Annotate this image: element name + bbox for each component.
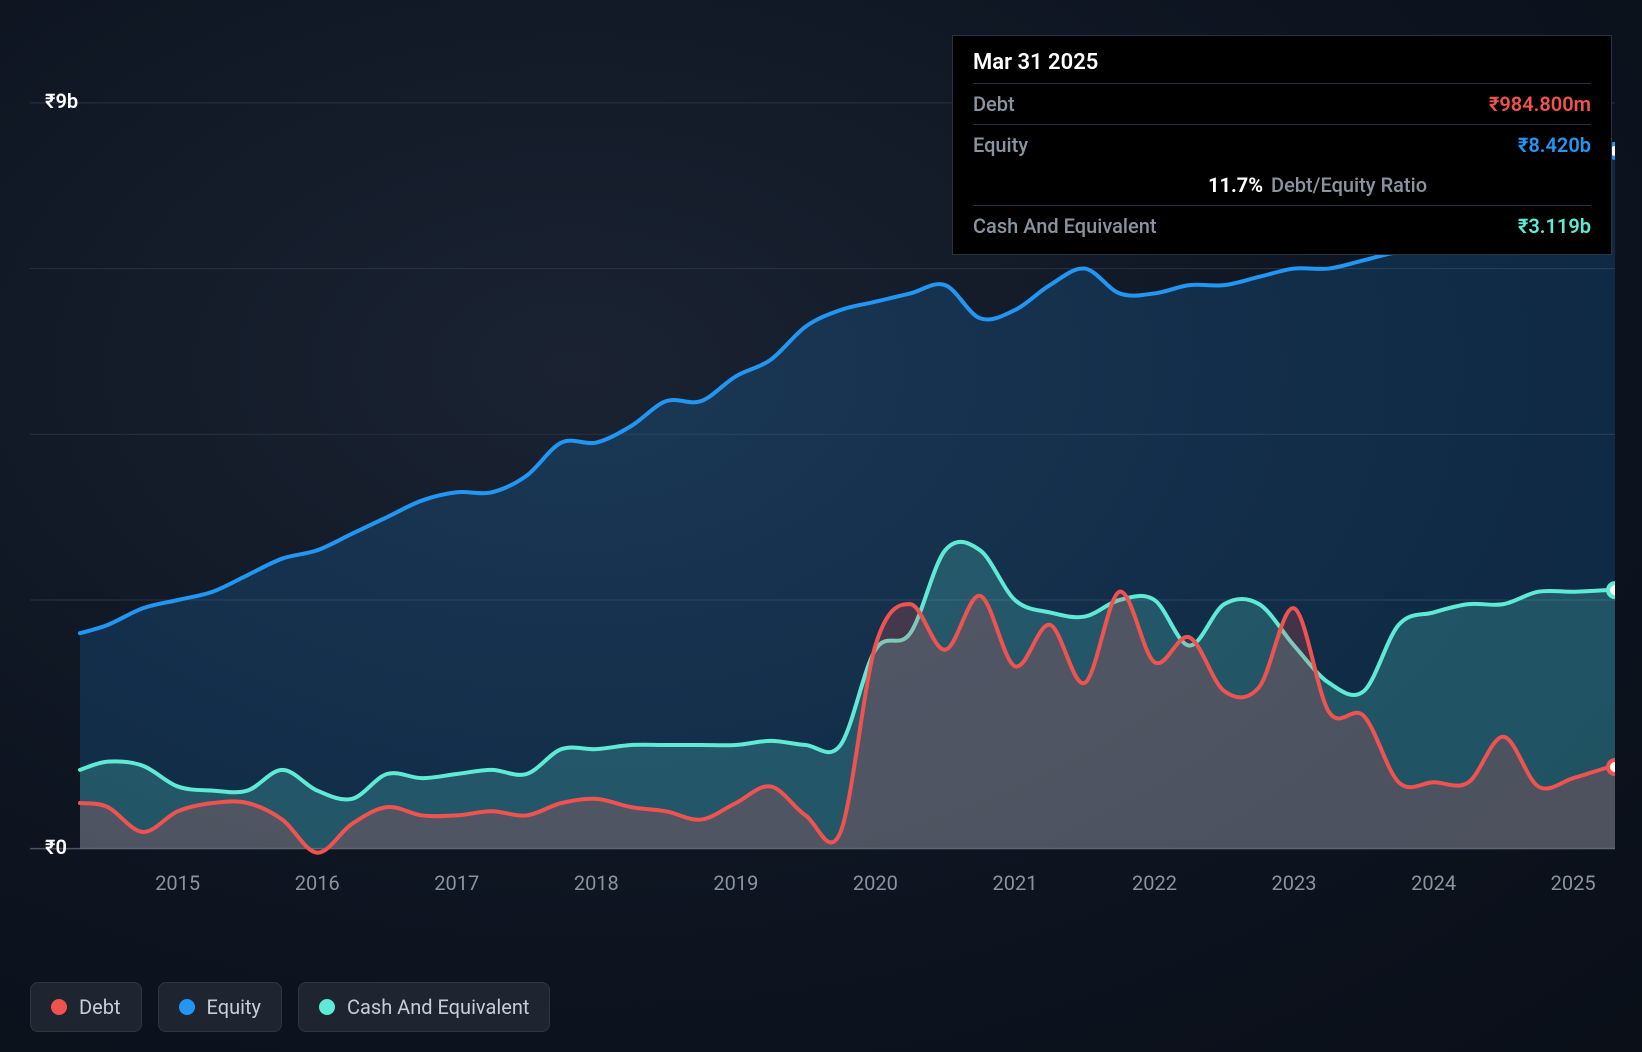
tooltip-value: ₹3.119b	[1518, 214, 1591, 238]
x-axis-label: 2022	[1132, 871, 1177, 895]
x-axis-label: 2020	[853, 871, 898, 895]
x-axis-label: 2017	[434, 871, 479, 895]
x-axis-label: 2018	[574, 871, 619, 895]
x-axis-label: 2016	[295, 871, 340, 895]
tooltip-date: Mar 31 2025	[973, 50, 1591, 83]
tooltip-value: ₹984.800m	[1489, 92, 1591, 116]
chart-tooltip: Mar 31 2025 Debt ₹984.800m Equity ₹8.420…	[952, 35, 1612, 255]
legend-dot-icon	[179, 999, 195, 1015]
tooltip-ratio-label: Debt/Equity Ratio	[1271, 173, 1427, 197]
legend-label: Equity	[207, 995, 261, 1019]
tooltip-value: ₹8.420b	[1518, 133, 1591, 157]
y-axis-label: ₹0	[45, 835, 67, 859]
tooltip-row-cash: Cash And Equivalent ₹3.119b	[973, 205, 1591, 246]
x-axis-label: 2021	[992, 871, 1037, 895]
tooltip-label: Cash And Equivalent	[973, 214, 1157, 238]
tooltip-row-debt: Debt ₹984.800m	[973, 83, 1591, 124]
tooltip-row-equity: Equity ₹8.420b	[973, 124, 1591, 165]
legend-label: Cash And Equivalent	[347, 995, 529, 1019]
x-axis-label: 2019	[713, 871, 758, 895]
y-axis-label: ₹9b	[45, 89, 78, 113]
tooltip-label: Equity	[973, 133, 1028, 157]
legend-item-cash[interactable]: Cash And Equivalent	[298, 982, 550, 1032]
legend-dot-icon	[51, 999, 67, 1015]
x-axis-label: 2023	[1272, 871, 1317, 895]
tooltip-row-ratio: 11.7% Debt/Equity Ratio	[973, 165, 1591, 205]
x-axis-label: 2025	[1551, 871, 1596, 895]
chart-legend: Debt Equity Cash And Equivalent	[30, 982, 550, 1032]
x-axis-label: 2024	[1411, 871, 1456, 895]
x-axis-label: 2015	[155, 871, 200, 895]
legend-item-equity[interactable]: Equity	[158, 982, 282, 1032]
tooltip-ratio-value: 11.7%	[1208, 173, 1263, 197]
tooltip-label: Debt	[973, 92, 1015, 116]
legend-dot-icon	[319, 999, 335, 1015]
legend-label: Debt	[79, 995, 121, 1019]
legend-item-debt[interactable]: Debt	[30, 982, 142, 1032]
